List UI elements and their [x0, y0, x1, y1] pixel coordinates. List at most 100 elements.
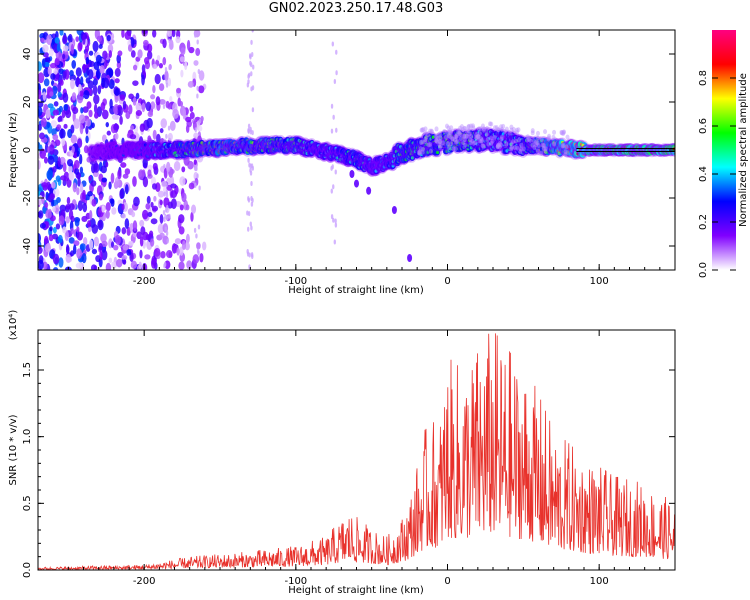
- noise-blob: [58, 52, 64, 64]
- noise-blob: [166, 30, 172, 38]
- noise-blob: [49, 215, 56, 222]
- noise-blob: [121, 254, 128, 261]
- noise-blob: [196, 248, 200, 254]
- noise-blob: [146, 195, 151, 205]
- noise-blob: [38, 101, 44, 108]
- noise-blob: [152, 162, 158, 171]
- noise-blob: [75, 67, 82, 77]
- noise-blob: [156, 133, 161, 144]
- noise-blob: [192, 254, 200, 264]
- noise-blob: [51, 181, 56, 189]
- noise-blob: [180, 69, 184, 78]
- spectrogram-ridge: [86, 121, 675, 262]
- noise-blob: [114, 93, 119, 103]
- noise-blob: [330, 188, 333, 194]
- noise-blob: [45, 209, 52, 219]
- noise-blob: [83, 145, 89, 154]
- noise-blob: [75, 262, 83, 269]
- noise-blob: [159, 199, 163, 206]
- noise-blob: [165, 215, 169, 221]
- noise-blob: [176, 87, 182, 94]
- noise-blob: [147, 211, 153, 217]
- noise-blob: [44, 202, 49, 208]
- noise-blob: [115, 234, 121, 245]
- noise-blob: [68, 171, 75, 181]
- noise-blob: [250, 252, 254, 258]
- noise-blob: [335, 127, 338, 133]
- noise-blob: [62, 92, 69, 103]
- noise-blob: [133, 196, 140, 207]
- noise-blob: [130, 125, 134, 131]
- noise-blob: [197, 69, 201, 75]
- noise-blob: [79, 243, 86, 251]
- ridge-blob: [122, 153, 126, 157]
- noise-blob: [85, 118, 92, 127]
- noise-blob: [109, 98, 113, 109]
- noise-blob: [52, 233, 59, 240]
- noise-blob: [42, 91, 47, 101]
- noise-blob: [48, 48, 54, 57]
- noise-blob: [196, 85, 199, 91]
- noise-blob: [154, 247, 161, 257]
- noise-blob: [83, 90, 90, 100]
- noise-blob: [176, 247, 180, 256]
- noise-blob: [57, 156, 61, 168]
- noise-blob: [162, 104, 166, 110]
- noise-blob: [162, 38, 167, 49]
- noise-blob: [163, 197, 170, 208]
- noise-blob: [47, 103, 54, 109]
- noise-blob: [76, 231, 84, 241]
- noise-blob: [330, 103, 334, 109]
- noise-blob: [73, 118, 80, 130]
- noise-blob: [250, 225, 253, 231]
- noise-blob: [172, 108, 179, 119]
- noise-blob: [65, 109, 72, 119]
- noise-blob: [251, 197, 254, 203]
- noise-blob: [194, 164, 198, 170]
- noise-blob: [144, 254, 151, 260]
- noise-blob: [198, 70, 205, 81]
- noise-blob: [142, 157, 148, 169]
- noise-blob: [173, 161, 181, 172]
- noise-blob: [58, 68, 64, 75]
- noise-blob: [249, 167, 252, 173]
- noise-blob: [44, 221, 50, 229]
- noise-blob: [95, 54, 102, 64]
- noise-blob: [49, 193, 56, 200]
- noise-blob: [109, 68, 114, 78]
- noise-blob: [246, 248, 249, 254]
- noise-blob: [43, 156, 48, 164]
- noise-blob: [82, 106, 89, 113]
- noise-blob: [108, 79, 115, 90]
- noise-blob: [99, 64, 105, 74]
- noise-blob: [139, 219, 145, 227]
- noise-blob: [53, 154, 59, 163]
- noise-blob: [106, 34, 111, 42]
- noise-blob: [55, 30, 59, 40]
- noise-blob: [42, 44, 49, 53]
- noise-blob: [88, 239, 94, 250]
- noise-blob: [128, 240, 134, 246]
- noise-blob: [335, 70, 338, 76]
- noise-blob: [60, 128, 64, 139]
- noise-blob: [187, 81, 194, 88]
- noise-blob: [247, 128, 250, 134]
- noise-blob: [93, 94, 100, 105]
- noise-blob: [93, 103, 98, 114]
- noise-blob: [73, 244, 77, 255]
- noise-blob: [79, 182, 84, 193]
- noise-blob: [144, 57, 150, 65]
- noise-blob: [152, 85, 156, 94]
- noise-blob: [117, 50, 123, 57]
- noise-blob: [132, 176, 137, 187]
- noise-blob: [55, 58, 60, 66]
- noise-blob: [93, 236, 100, 247]
- noise-blob: [38, 61, 42, 72]
- noise-blob: [71, 60, 77, 69]
- noise-blob: [247, 123, 251, 129]
- noise-blob: [88, 109, 93, 118]
- noise-blob: [58, 215, 65, 226]
- noise-blob: [186, 260, 193, 270]
- noise-blob: [117, 106, 123, 117]
- noise-blob: [38, 72, 45, 84]
